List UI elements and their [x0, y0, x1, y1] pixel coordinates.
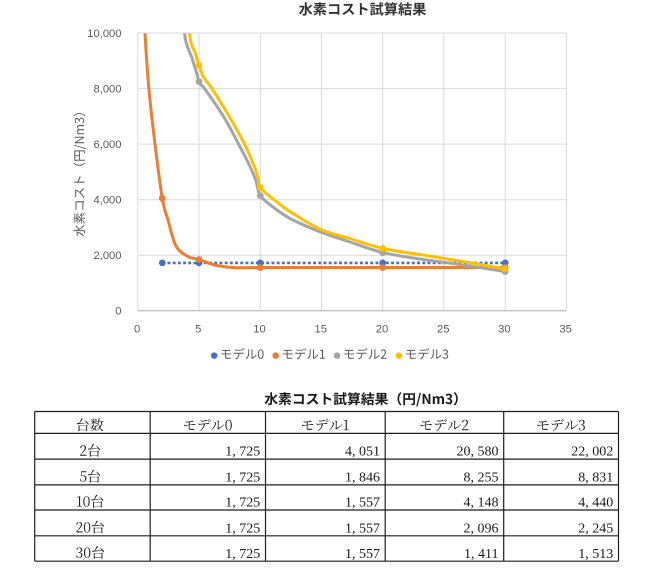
svg-text:5: 5 — [195, 323, 201, 335]
svg-text:1, 513: 1, 513 — [578, 547, 613, 562]
svg-text:1, 725: 1, 725 — [225, 471, 260, 486]
svg-text:4,000: 4,000 — [94, 195, 122, 207]
svg-text:1, 846: 1, 846 — [345, 471, 380, 486]
svg-text:0: 0 — [115, 306, 121, 318]
svg-text:1, 557: 1, 557 — [345, 496, 380, 511]
svg-text:8, 255: 8, 255 — [464, 471, 499, 486]
svg-text:15: 15 — [314, 323, 326, 335]
svg-text:1, 725: 1, 725 — [225, 496, 260, 511]
svg-text:4, 051: 4, 051 — [345, 445, 380, 460]
svg-text:2,000: 2,000 — [94, 250, 122, 262]
svg-text:8, 831: 8, 831 — [578, 471, 613, 486]
svg-text:4, 148: 4, 148 — [464, 496, 499, 511]
svg-text:30: 30 — [498, 323, 510, 335]
svg-text:1, 725: 1, 725 — [225, 547, 260, 562]
svg-text:1, 557: 1, 557 — [345, 547, 380, 562]
svg-text:1, 725: 1, 725 — [225, 521, 260, 536]
svg-text:0: 0 — [134, 323, 140, 335]
svg-text:20, 580: 20, 580 — [457, 445, 499, 460]
svg-text:1, 411: 1, 411 — [464, 547, 498, 562]
svg-text:6,000: 6,000 — [94, 139, 122, 151]
svg-text:22, 002: 22, 002 — [571, 445, 613, 460]
svg-text:4, 440: 4, 440 — [578, 496, 613, 511]
svg-text:2, 245: 2, 245 — [578, 521, 613, 536]
svg-text:10: 10 — [253, 323, 265, 335]
svg-text:25: 25 — [437, 323, 449, 335]
svg-text:8,000: 8,000 — [94, 84, 122, 96]
svg-text:1, 725: 1, 725 — [225, 445, 260, 460]
svg-text:2, 096: 2, 096 — [464, 521, 499, 536]
svg-text:20: 20 — [376, 323, 388, 335]
svg-text:10,000: 10,000 — [87, 28, 121, 40]
svg-text:1, 557: 1, 557 — [345, 521, 380, 536]
svg-text:35: 35 — [559, 323, 571, 335]
